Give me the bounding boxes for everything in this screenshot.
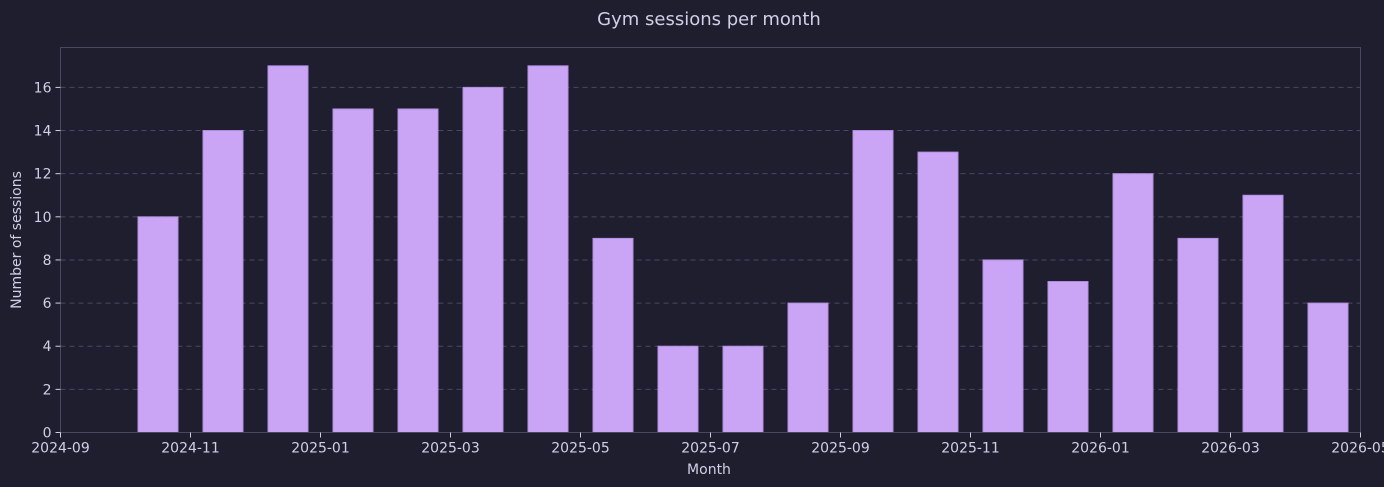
y-tick-label: 6	[43, 296, 52, 312]
bar	[527, 65, 569, 433]
y-axis-ticks: 0 2 4 6 8 10 12 14 16	[34, 80, 61, 442]
bar	[787, 302, 829, 433]
bar	[397, 108, 439, 434]
y-tick-label: 12	[34, 167, 52, 183]
bar	[1047, 281, 1089, 434]
y-tick-label: 16	[34, 80, 52, 96]
x-tick-label: 2025-05	[551, 441, 610, 457]
y-axis-label: Number of sessions	[9, 171, 25, 309]
bar	[137, 216, 179, 433]
bar	[267, 65, 309, 433]
bar	[1242, 194, 1284, 433]
x-tick-label: 2025-11	[941, 441, 1000, 457]
bar	[332, 108, 374, 434]
bars	[137, 65, 1349, 434]
x-tick-label: 2024-09	[31, 441, 90, 457]
bar	[592, 237, 634, 433]
y-tick-label: 10	[34, 210, 52, 226]
y-tick-label: 4	[43, 339, 52, 355]
bar	[202, 130, 244, 433]
bar	[982, 259, 1024, 434]
x-tick-label: 2025-07	[681, 441, 740, 457]
x-axis-label: Month	[687, 462, 731, 478]
x-axis-ticks: 2024-09 2024-11 2025-01 2025-03 2025-05 2025-…	[31, 432, 1384, 457]
bar	[852, 130, 894, 433]
x-tick-label: 2025-03	[421, 441, 480, 457]
y-tick-label: 2	[43, 382, 52, 398]
y-tick-label: 14	[34, 124, 52, 140]
grid-lines	[60, 86, 1361, 390]
x-tick-label: 2026-05	[1331, 441, 1384, 457]
bar	[1112, 173, 1154, 433]
x-tick-label: 2024-11	[161, 441, 220, 457]
chart-title: Gym sessions per month	[597, 9, 821, 30]
bar	[1177, 237, 1219, 433]
bar	[722, 345, 764, 434]
y-tick-label: 8	[43, 253, 52, 269]
x-tick-label: 2026-03	[1201, 441, 1260, 457]
bar	[657, 345, 699, 434]
bar	[1307, 302, 1349, 433]
plot-frame	[60, 47, 1361, 433]
bar	[917, 151, 959, 433]
bar	[462, 86, 504, 434]
x-tick-label: 2025-01	[291, 441, 350, 457]
y-tick-label: 0	[43, 426, 52, 442]
x-tick-label: 2026-01	[1071, 441, 1130, 457]
x-tick-label: 2025-09	[811, 441, 870, 457]
